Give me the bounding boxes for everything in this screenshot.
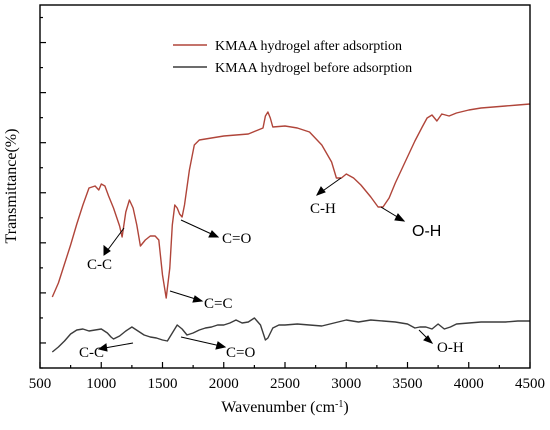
arrow-cc-double-after-head bbox=[192, 295, 204, 303]
x-tick-label: 1500 bbox=[148, 376, 178, 392]
series-layer bbox=[51, 103, 531, 353]
series-line-before-adsorption bbox=[51, 317, 530, 353]
annotation-oh-after: O-H bbox=[412, 223, 441, 240]
legend: KMAA hydrogel after adsorption KMAA hydr… bbox=[173, 39, 412, 76]
arrow-oh-after-head bbox=[394, 213, 406, 222]
arrow-cc-after-head bbox=[103, 244, 111, 256]
y-axis-ticks bbox=[40, 16, 46, 369]
legend-label-after: KMAA hydrogel after adsorption bbox=[215, 39, 402, 54]
annotation-arrows bbox=[97, 177, 434, 352]
x-axis-ticks: 500 1000 1500 2000 2500 3000 3500 4000 4500 bbox=[29, 362, 545, 392]
x-tick-label: 4500 bbox=[515, 376, 545, 392]
plot-frame bbox=[39, 4, 531, 369]
series-line-after-adsorption bbox=[51, 103, 531, 299]
x-axis-title-sup: -1 bbox=[335, 399, 343, 410]
annotation-co-after: C=O bbox=[222, 231, 251, 247]
annotation-ch-after: C-H bbox=[310, 201, 336, 217]
legend-label-before: KMAA hydrogel before adsorption bbox=[215, 61, 412, 76]
annotation-cc-before: C-C bbox=[79, 345, 104, 361]
x-axis-title-end: ) bbox=[343, 399, 348, 416]
x-axis-title: Wavenumber (cm-1) bbox=[221, 399, 348, 417]
x-tick-label: 4000 bbox=[454, 376, 484, 392]
x-tick-label: 3500 bbox=[393, 376, 423, 392]
x-tick-label: 1000 bbox=[86, 376, 116, 392]
arrow-ch-after-head bbox=[315, 186, 326, 196]
arrow-co-after-head bbox=[208, 230, 220, 238]
annotation-cc-double-after: C=C bbox=[204, 296, 232, 312]
x-tick-label: 2000 bbox=[209, 376, 239, 392]
arrow-cc-before-head bbox=[97, 343, 108, 352]
x-tick-label: 2500 bbox=[270, 376, 300, 392]
y-axis-title: Transmittance(%) bbox=[3, 129, 20, 244]
x-tick-label: 500 bbox=[29, 376, 52, 392]
annotation-co-before: C=O bbox=[226, 345, 255, 361]
x-tick-label: 3000 bbox=[331, 376, 361, 392]
arrow-co-before-head bbox=[215, 341, 227, 350]
x-axis-title-main: Wavenumber (cm bbox=[221, 399, 335, 416]
arrow-oh-before-head bbox=[423, 335, 434, 344]
annotation-oh-before: O-H bbox=[437, 340, 464, 356]
annotation-cc-after: C-C bbox=[87, 257, 112, 273]
